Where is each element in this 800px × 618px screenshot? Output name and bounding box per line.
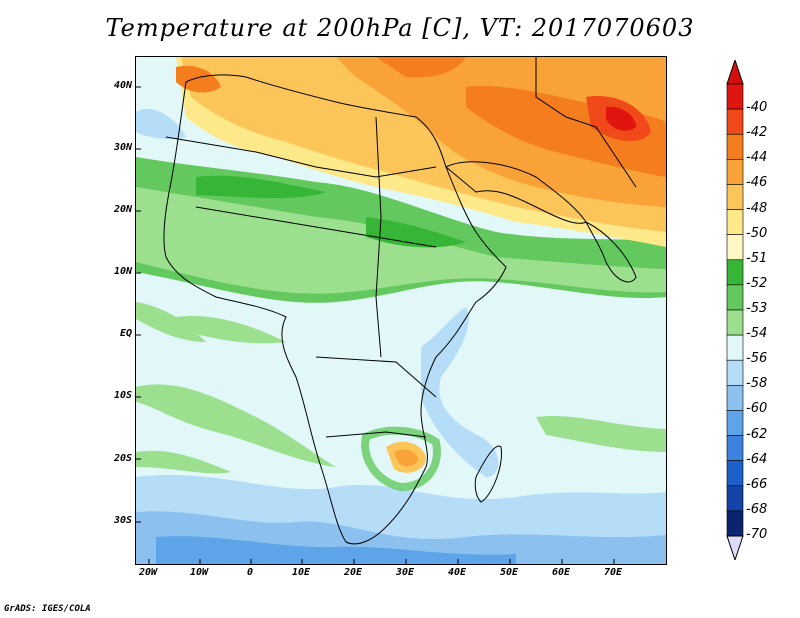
colorbar-level-label: -70 [746, 527, 768, 542]
colorbar-bottom-arrow [726, 535, 744, 560]
lat-label-20s: 20S [113, 453, 132, 464]
sahel-border [195, 206, 437, 248]
colorbar-level-label: -66 [746, 476, 768, 492]
asia-border [535, 57, 637, 188]
lon-label-60e: 60E [551, 567, 571, 578]
colorbar-level-label: -51 [746, 250, 768, 266]
northwest-cold-patch [136, 108, 186, 140]
colorbar-swatch [726, 410, 744, 436]
lat-label-eq: EQ [119, 328, 132, 339]
colorbar-level-label: -42 [746, 125, 768, 141]
lat-label-40n: 40N [113, 80, 132, 91]
gulf-green-patch [176, 316, 286, 344]
colorbar-swatch [726, 133, 744, 160]
lat-label-30s: 30S [113, 515, 132, 526]
madagascar-coastline [474, 445, 502, 503]
colorbar-level-label: -68 [746, 501, 768, 517]
colorbar-swatch [726, 435, 744, 461]
lon-label-70e: 70E [603, 567, 623, 578]
colorbar-level-label: -53 [746, 301, 768, 316]
map-title: Temperature at 200hPa [C], VT: 201707060… [105, 14, 695, 42]
colorbar-swatch [726, 485, 744, 512]
colorbar-swatches [726, 60, 744, 560]
lon-label-20w: 20W [138, 567, 158, 578]
colorbar-swatch [726, 284, 744, 311]
colorbar-swatch [726, 334, 744, 361]
lat-label-20n: 20N [113, 204, 132, 215]
lon-label-10w: 10W [189, 567, 209, 578]
colorbar-swatch [726, 184, 744, 210]
colorbar-swatch [726, 159, 744, 185]
colorbar-swatch [726, 234, 744, 261]
lon-label-0: 0 [246, 567, 254, 578]
colorbar-swatch [726, 385, 744, 411]
lat-label-10s: 10S [113, 390, 132, 401]
north-africa-border [165, 136, 437, 178]
southern-africa-green-ring [361, 426, 441, 492]
colorbar-level-label: -60 [746, 401, 768, 417]
credit-text: GrADS: IGES/COLA [4, 604, 91, 614]
colorbar-swatch [726, 83, 744, 110]
colorbar-level-label: -62 [746, 426, 768, 442]
colorbar-top-arrow [726, 60, 744, 85]
tibet-hottest-core [606, 106, 636, 131]
colorbar-level-label: -40 [746, 100, 768, 116]
iberia-warm-patch [176, 65, 221, 93]
africa-coastline [163, 74, 507, 545]
colorbar-level-label: -46 [746, 175, 768, 191]
congo-border [315, 356, 437, 398]
colorbar-level-label: -48 [746, 200, 768, 216]
temperature-map [136, 57, 666, 564]
colorbar-swatch [726, 108, 744, 135]
lon-label-20e: 20E [343, 567, 363, 578]
southern-africa-warm-core [394, 449, 418, 467]
lat-label-10n: 10N [113, 266, 132, 277]
colorbar-level-label: -58 [746, 376, 768, 392]
lon-label-30e: 30E [395, 567, 415, 578]
indian-ocean-green-band [536, 415, 666, 452]
colorbar-swatch [726, 309, 744, 336]
lon-label-40e: 40E [447, 567, 467, 578]
colorbar-swatch [726, 510, 744, 537]
south-atlantic-green-band [136, 384, 336, 467]
central-border [375, 116, 382, 358]
lon-label-50e: 50E [499, 567, 519, 578]
southern-border [325, 431, 427, 438]
colorbar-swatch [726, 359, 744, 386]
colorbar-swatch [726, 460, 744, 487]
colorbar-swatch [726, 259, 744, 286]
map-panel [135, 56, 667, 565]
south-atlantic-green-band-2 [136, 450, 231, 474]
map-ticks [136, 86, 615, 564]
turkey-warm-patch [376, 57, 466, 78]
colorbar: -40 -42 -44 -46 -48 -50 -51 -52 -53 -54 -56 -58 -60 -… [724, 60, 784, 560]
southern-coldest-patch [156, 536, 516, 564]
colorbar-level-label: -50 [746, 225, 768, 241]
atlantic-green-patch [136, 302, 206, 342]
colorbar-level-label: -54 [746, 326, 768, 342]
mideast-warm-region [336, 57, 666, 207]
east-africa-cold-strip [421, 307, 499, 477]
colorbar-level-label: -44 [746, 150, 768, 166]
lat-label-30n: 30N [113, 142, 132, 153]
lon-label-10e: 10E [291, 567, 311, 578]
colorbar-level-label: -64 [746, 451, 768, 467]
coastlines [163, 57, 637, 545]
colorbar-level-label: -56 [746, 351, 768, 367]
india-coastline [584, 220, 637, 283]
colorbar-level-label: -52 [746, 275, 768, 291]
colorbar-swatch [726, 209, 744, 235]
sahel-dark-green [196, 175, 326, 199]
